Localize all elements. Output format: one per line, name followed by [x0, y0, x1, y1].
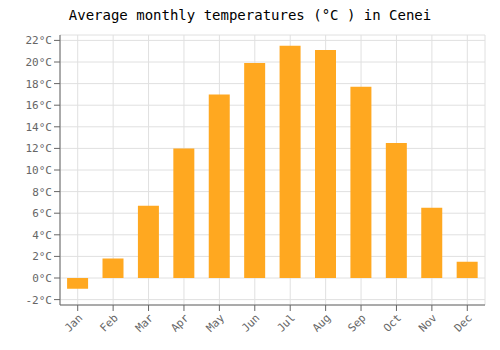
html-text:Average monthly temperatures (: Average monthly temperatures (°C ) in Ce…: [68, 7, 432, 23]
svg-text:Mar: Mar: [133, 311, 157, 335]
svg-text:Feb: Feb: [98, 311, 121, 334]
svg-text:18°C: 18°C: [26, 78, 53, 91]
svg-text:6°C: 6°C: [32, 207, 52, 220]
svg-text:4°C: 4°C: [32, 229, 52, 242]
svg-text:May: May: [204, 311, 228, 335]
svg-text:Jan: Jan: [62, 311, 85, 334]
svg-text:-2°C: -2°C: [26, 294, 53, 307]
svg-text:Aug: Aug: [310, 311, 333, 334]
svg-text:16°C: 16°C: [26, 99, 53, 112]
svg-text:Sep: Sep: [345, 311, 368, 334]
svg-text:8°C: 8°C: [32, 186, 52, 199]
svg-text:2°C: 2°C: [32, 250, 52, 263]
svg-text:Nov: Nov: [416, 311, 440, 335]
svg-text:Jun: Jun: [239, 311, 262, 334]
svg-text:20°C: 20°C: [26, 56, 53, 69]
svg-text:22°C: 22°C: [26, 34, 53, 47]
svg-text:Oct: Oct: [381, 311, 404, 334]
svg-text:Dec: Dec: [452, 311, 475, 334]
svg-text:12°C: 12°C: [26, 142, 53, 155]
svg-text:Jul: Jul: [275, 311, 298, 334]
svg-text:0°C: 0°C: [32, 272, 52, 285]
svg-text:Apr: Apr: [168, 311, 192, 335]
svg-text:10°C: 10°C: [26, 164, 53, 177]
svg-text:14°C: 14°C: [26, 121, 53, 134]
